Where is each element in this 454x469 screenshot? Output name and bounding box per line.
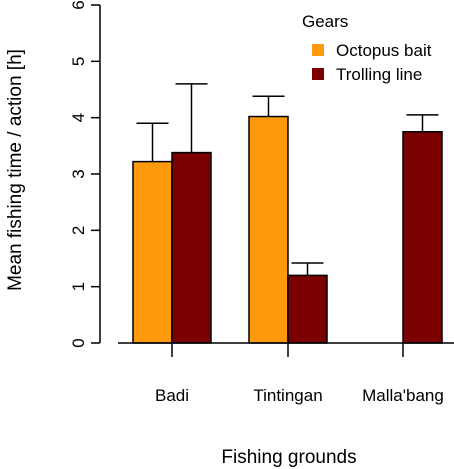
y-tick-label: 4 [69, 113, 88, 122]
y-tick-label: 5 [69, 57, 88, 66]
y-axis-title: Mean fishing time / action [h] [5, 49, 26, 291]
bar-trolling-line [171, 151, 212, 344]
x-tick-labels: Badi Tintingan Malla'bang [155, 343, 444, 405]
y-tick-label: 1 [69, 282, 88, 291]
x-tick-label: Badi [155, 386, 189, 405]
legend-title: Gears [302, 12, 348, 31]
x-tick-label: Malla'bang [362, 386, 444, 405]
y-axis: 0 1 2 3 4 5 6 [69, 0, 101, 348]
bar-trolling-line [287, 274, 328, 344]
y-tick-label: 3 [69, 169, 88, 178]
bar-octopus-bait [132, 160, 173, 344]
bar-octopus-bait [248, 115, 289, 344]
legend-label: Trolling line [336, 65, 422, 84]
x-tick-label: Tintingan [253, 386, 322, 405]
bars-group [132, 115, 443, 344]
legend-label: Octopus bait [336, 41, 432, 60]
y-tick-label: 0 [69, 338, 88, 347]
legend: Gears Octopus bait Trolling line [302, 12, 432, 84]
legend-swatch [312, 68, 324, 80]
x-axis-title: Fishing grounds [221, 447, 356, 468]
error-bars-group [136, 83, 439, 276]
bar-trolling-line [402, 131, 443, 344]
y-tick-label: 2 [69, 226, 88, 235]
y-tick-label: 6 [69, 0, 88, 9]
legend-swatch [312, 44, 324, 56]
